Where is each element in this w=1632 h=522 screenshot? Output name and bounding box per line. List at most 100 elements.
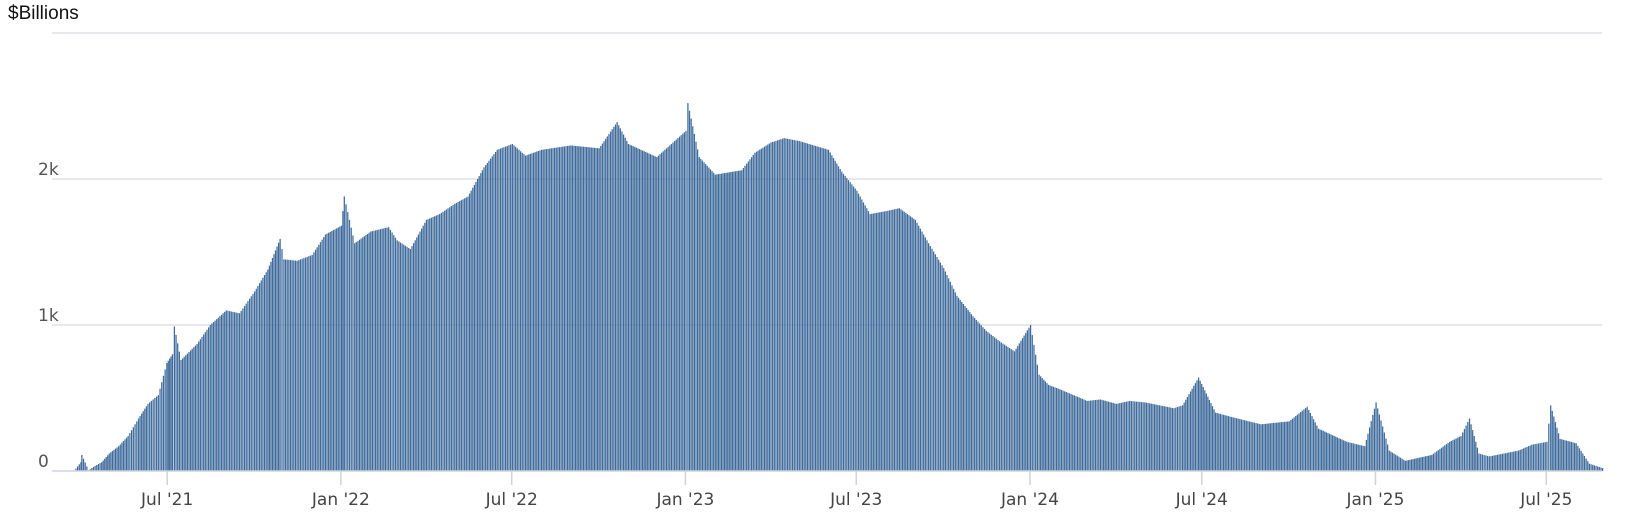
bar bbox=[1055, 387, 1058, 471]
bar bbox=[399, 242, 402, 471]
bar bbox=[132, 427, 134, 471]
bar bbox=[1600, 467, 1602, 471]
bar bbox=[214, 320, 216, 471]
bar bbox=[813, 145, 815, 472]
bar bbox=[1401, 458, 1403, 471]
bar bbox=[1072, 394, 1074, 471]
bar bbox=[1437, 450, 1439, 471]
bar bbox=[432, 216, 434, 471]
bar bbox=[1271, 423, 1273, 471]
bar bbox=[1346, 441, 1348, 471]
bar bbox=[499, 148, 502, 471]
bar bbox=[614, 124, 617, 471]
bar bbox=[127, 435, 129, 471]
bar bbox=[1476, 447, 1479, 471]
bar bbox=[91, 468, 93, 471]
bar bbox=[175, 334, 177, 471]
bar bbox=[1018, 343, 1020, 471]
bar bbox=[183, 356, 185, 471]
bar bbox=[384, 227, 387, 471]
bar bbox=[641, 150, 644, 471]
bar bbox=[600, 145, 602, 471]
bar bbox=[1285, 421, 1287, 471]
bar bbox=[1388, 450, 1390, 471]
x-tick-label: Jul '21 bbox=[140, 490, 193, 510]
bar bbox=[621, 131, 623, 471]
bar bbox=[1062, 390, 1064, 471]
bar bbox=[454, 203, 456, 471]
bar bbox=[626, 140, 628, 471]
bar bbox=[242, 308, 244, 471]
bar bbox=[145, 406, 148, 471]
bar bbox=[1107, 401, 1110, 471]
bar bbox=[265, 272, 267, 471]
bar bbox=[430, 217, 433, 471]
bar bbox=[536, 151, 538, 472]
bar bbox=[345, 204, 347, 471]
bar bbox=[888, 210, 891, 471]
bar bbox=[674, 141, 676, 472]
bar bbox=[511, 143, 513, 471]
bar bbox=[185, 355, 187, 471]
bar bbox=[518, 149, 520, 472]
bar bbox=[1431, 454, 1433, 471]
bar bbox=[1025, 332, 1027, 471]
bar bbox=[1546, 441, 1548, 471]
x-tick-label: Jan '22 bbox=[311, 490, 370, 510]
bar bbox=[238, 313, 241, 471]
bar bbox=[386, 227, 388, 471]
bar bbox=[1475, 441, 1477, 471]
bar bbox=[1279, 422, 1281, 471]
bar bbox=[1204, 390, 1206, 471]
bar bbox=[877, 212, 879, 471]
bar bbox=[1171, 407, 1174, 471]
bar bbox=[268, 265, 271, 471]
bar bbox=[408, 247, 410, 471]
bar bbox=[1106, 401, 1108, 471]
bar bbox=[1140, 402, 1143, 471]
bar bbox=[810, 144, 812, 471]
bar bbox=[1465, 425, 1467, 471]
bar bbox=[722, 173, 724, 471]
bar bbox=[1526, 446, 1528, 471]
bar bbox=[1096, 399, 1098, 471]
bar bbox=[219, 316, 221, 471]
bar bbox=[1049, 385, 1051, 471]
bar bbox=[1008, 348, 1011, 471]
bar bbox=[1033, 344, 1035, 471]
bar bbox=[1556, 427, 1558, 471]
bar bbox=[1137, 401, 1139, 471]
bar bbox=[547, 148, 549, 471]
bar bbox=[755, 151, 758, 471]
bar bbox=[1434, 452, 1436, 471]
bar bbox=[1035, 354, 1037, 471]
bar bbox=[258, 283, 261, 471]
bar bbox=[470, 190, 472, 471]
bar bbox=[985, 330, 987, 471]
bar bbox=[1124, 402, 1126, 471]
bar bbox=[1210, 403, 1212, 471]
bar bbox=[271, 258, 274, 471]
bar bbox=[1467, 421, 1469, 471]
bar bbox=[1007, 346, 1009, 471]
bar bbox=[124, 439, 126, 471]
bar bbox=[608, 134, 610, 471]
bar bbox=[953, 288, 955, 471]
bar bbox=[1142, 402, 1144, 471]
bar bbox=[371, 231, 373, 471]
bar bbox=[995, 338, 997, 471]
bar bbox=[719, 173, 721, 471]
bar bbox=[749, 159, 751, 472]
bar bbox=[903, 211, 905, 471]
bar bbox=[116, 447, 118, 471]
bar bbox=[1339, 438, 1342, 471]
bar bbox=[661, 152, 663, 471]
y-tick-label: 0 bbox=[38, 452, 49, 472]
bar bbox=[1399, 457, 1402, 471]
bar bbox=[1181, 405, 1184, 471]
bar bbox=[1372, 414, 1374, 471]
bar bbox=[709, 169, 712, 472]
bar bbox=[1101, 399, 1103, 471]
bar bbox=[404, 245, 407, 471]
bar bbox=[883, 211, 886, 471]
